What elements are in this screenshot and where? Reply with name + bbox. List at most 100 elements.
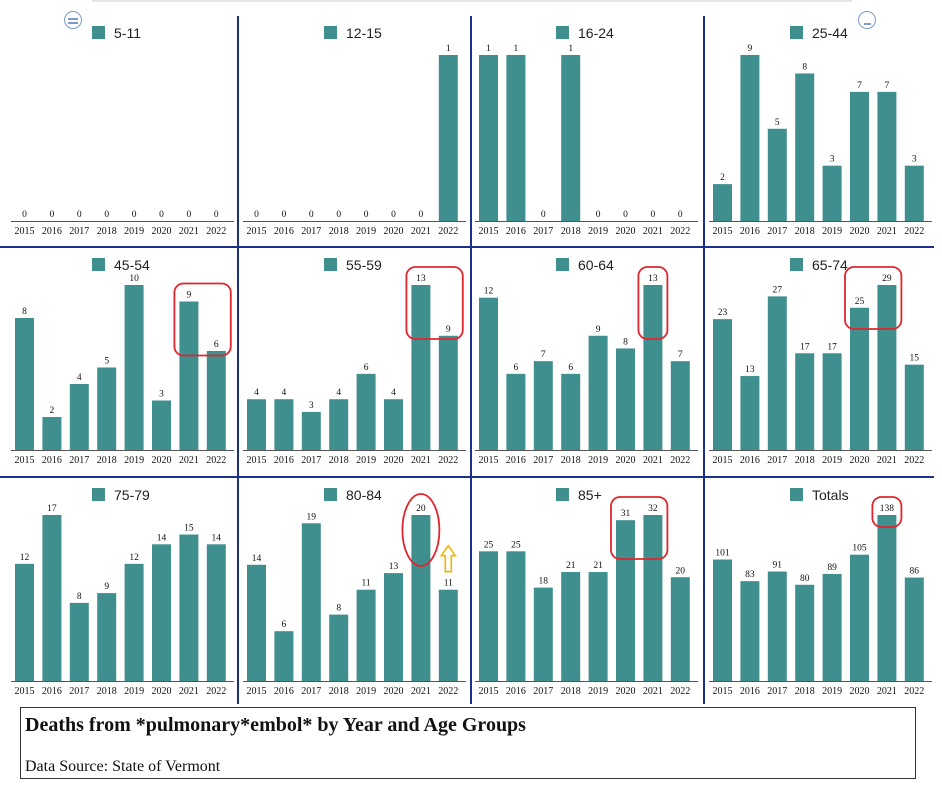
data-label: 0 [336, 210, 341, 220]
panel-12-15: 12-15 0 2015 0 2016 0 2017 0 2018 0 2019 0 2020 0 2021… [243, 25, 466, 237]
bar [850, 554, 869, 681]
bar [822, 165, 842, 221]
data-label: 4 [77, 373, 82, 383]
tick-label: 2016 [274, 686, 294, 697]
bar [670, 361, 690, 450]
tick-label: 2018 [329, 226, 349, 237]
tick-label: 2018 [561, 455, 581, 466]
legend-swatch [790, 258, 803, 271]
tick-label: 2021 [179, 686, 199, 697]
legend-label: 12-15 [346, 25, 382, 41]
tick-label: 2015 [15, 226, 35, 237]
bar [904, 364, 924, 450]
bar [97, 593, 117, 681]
tick-label: 2022 [438, 686, 458, 697]
data-label: 25 [511, 540, 521, 550]
data-label: 4 [282, 388, 287, 398]
tick-label: 2021 [877, 226, 897, 237]
data-label: 5 [775, 118, 780, 128]
legend-swatch [324, 258, 337, 271]
data-label: 13 [648, 274, 658, 284]
data-label: 6 [514, 363, 519, 373]
highlight-box [637, 266, 669, 340]
tick-label: 2022 [438, 226, 458, 237]
data-label: 0 [77, 210, 82, 220]
tick-label: 2019 [356, 455, 376, 466]
tick-label: 2017 [301, 686, 321, 697]
tick-label: 2019 [356, 226, 376, 237]
tick-label: 2017 [69, 455, 89, 466]
tick-label: 2018 [795, 455, 815, 466]
bar [124, 563, 144, 681]
panel-5-11: 5-11 0 2015 0 2016 0 2017 0 2018 0 2019 0 2020 0 2021 0… [11, 25, 234, 237]
data-label: 105 [852, 544, 867, 554]
data-label: 21 [566, 561, 576, 571]
data-label: 17 [800, 342, 810, 352]
bar [179, 534, 199, 681]
bar [97, 367, 117, 450]
bar [15, 563, 34, 681]
legend-label: 85+ [578, 487, 602, 503]
data-label: 0 [50, 210, 55, 220]
tick-label: 2017 [533, 226, 553, 237]
data-label: 0 [104, 210, 109, 220]
tick-label: 2017 [767, 686, 787, 697]
data-label: 13 [389, 562, 399, 572]
tick-label: 2020 [616, 686, 636, 697]
data-label: 101 [715, 549, 730, 559]
tick-label: 2022 [904, 455, 924, 466]
hamburger-icon[interactable] [64, 11, 82, 29]
bar [767, 571, 787, 681]
legend-swatch [92, 26, 105, 39]
panel-75-79: 75-79 12 2015 17 2016 8 2017 9 2018 12 2019 14 2020 1… [11, 487, 234, 697]
tick-label: 2017 [533, 455, 553, 466]
bar [670, 577, 690, 681]
data-label: 0 [282, 210, 287, 220]
bar [506, 373, 526, 450]
data-label: 12 [484, 287, 494, 297]
data-label: 0 [132, 210, 137, 220]
data-label: 4 [336, 388, 341, 398]
tick-label: 2018 [97, 455, 117, 466]
data-label: 0 [309, 210, 314, 220]
tick-label: 2020 [384, 686, 404, 697]
corner-icon[interactable] [858, 11, 876, 29]
data-label: 0 [22, 210, 27, 220]
data-label: 18 [539, 577, 549, 587]
bar [438, 589, 458, 681]
panel-16-24: 16-24 1 2015 1 2016 0 2017 1 2018 0 2019 0 2020 0 2021… [475, 25, 698, 237]
tick-label: 2020 [616, 226, 636, 237]
caption-box: Deaths from *pulmonary*embol* by Year an… [20, 707, 916, 779]
data-label: 12 [20, 553, 30, 563]
legend-swatch [324, 488, 337, 501]
data-label: 1 [514, 44, 519, 54]
tick-label: 2018 [561, 226, 581, 237]
tick-label: 2016 [42, 226, 62, 237]
tick-label: 2021 [643, 686, 663, 697]
tick-label: 2016 [506, 686, 526, 697]
tick-label: 2017 [301, 226, 321, 237]
bar [616, 520, 635, 681]
bar [850, 307, 869, 450]
data-label: 9 [104, 582, 109, 592]
data-label: 27 [773, 285, 783, 295]
bar [438, 335, 458, 450]
bar [904, 165, 924, 221]
tick-label: 2015 [479, 686, 499, 697]
data-label: 7 [885, 81, 890, 91]
chart-caption-title: Deaths from *pulmonary*embol* by Year an… [25, 714, 526, 736]
data-label: 1 [568, 44, 573, 54]
data-label: 17 [827, 342, 837, 352]
legend-label: 45-54 [114, 257, 150, 273]
bar [384, 399, 403, 450]
data-label: 11 [362, 579, 371, 589]
bar [206, 351, 226, 450]
top-scroll-strip [92, 0, 852, 2]
tick-label: 2015 [247, 686, 267, 697]
data-label: 14 [212, 533, 222, 543]
data-label: 9 [748, 44, 753, 54]
tick-label: 2019 [822, 686, 842, 697]
data-label: 9 [596, 325, 601, 335]
data-label: 13 [416, 274, 426, 284]
tick-label: 2016 [740, 226, 760, 237]
